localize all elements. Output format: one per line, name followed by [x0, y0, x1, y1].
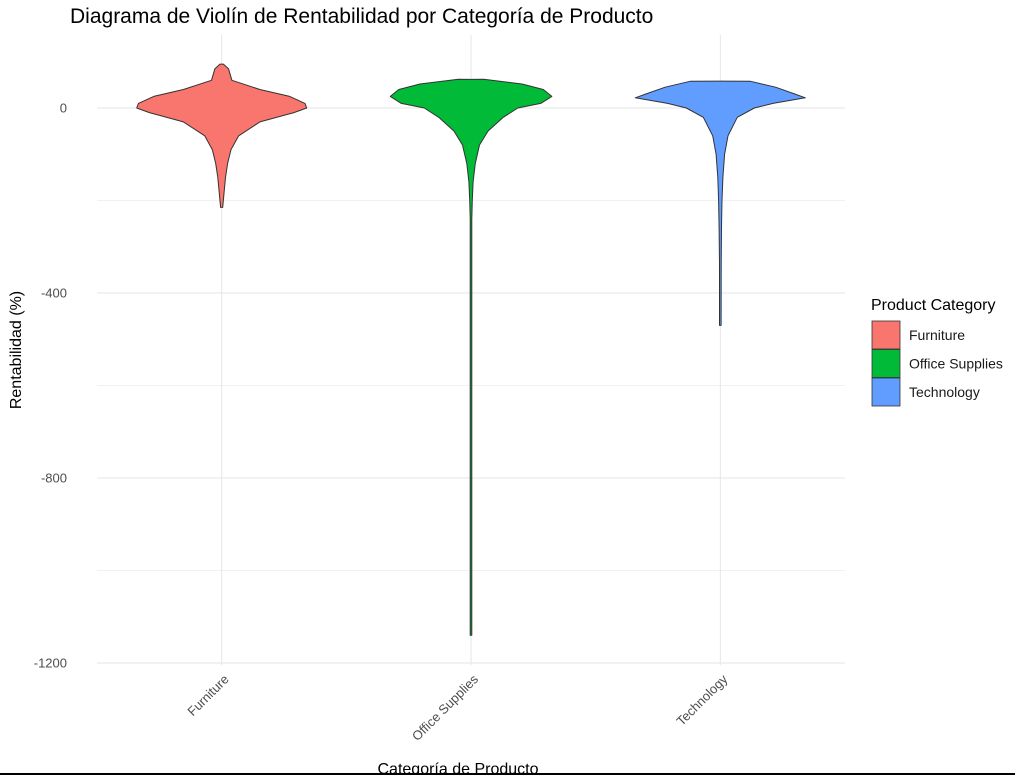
legend-label: Office Supplies — [909, 356, 1003, 372]
violin-furniture — [136, 63, 308, 208]
x-tick-label: Technology — [673, 671, 730, 728]
legend-label: Technology — [909, 384, 980, 400]
x-tick-label: Furniture — [184, 672, 231, 719]
legend-label: Furniture — [909, 327, 965, 343]
legend-key-technology — [871, 377, 901, 407]
x-axis-title: Categoría de Producto — [378, 761, 539, 775]
violin-office-supplies — [389, 78, 553, 636]
legend-title: Product Category — [871, 297, 996, 314]
y-axis-title: Rentabilidad (%) — [8, 291, 25, 409]
violin-technology — [634, 80, 806, 326]
y-tick-label: -800 — [41, 471, 67, 486]
y-tick-label: 0 — [60, 101, 67, 116]
x-tick-label: Office Supplies — [409, 671, 482, 744]
y-tick-label: -400 — [41, 286, 67, 301]
chart-title: Diagrama de Violín de Rentabilidad por C… — [70, 5, 653, 28]
bottom-divider — [0, 773, 1015, 775]
y-tick-label: -1200 — [34, 656, 67, 671]
legend-key-furniture — [871, 320, 901, 350]
legend-key-office-supplies — [871, 349, 901, 378]
